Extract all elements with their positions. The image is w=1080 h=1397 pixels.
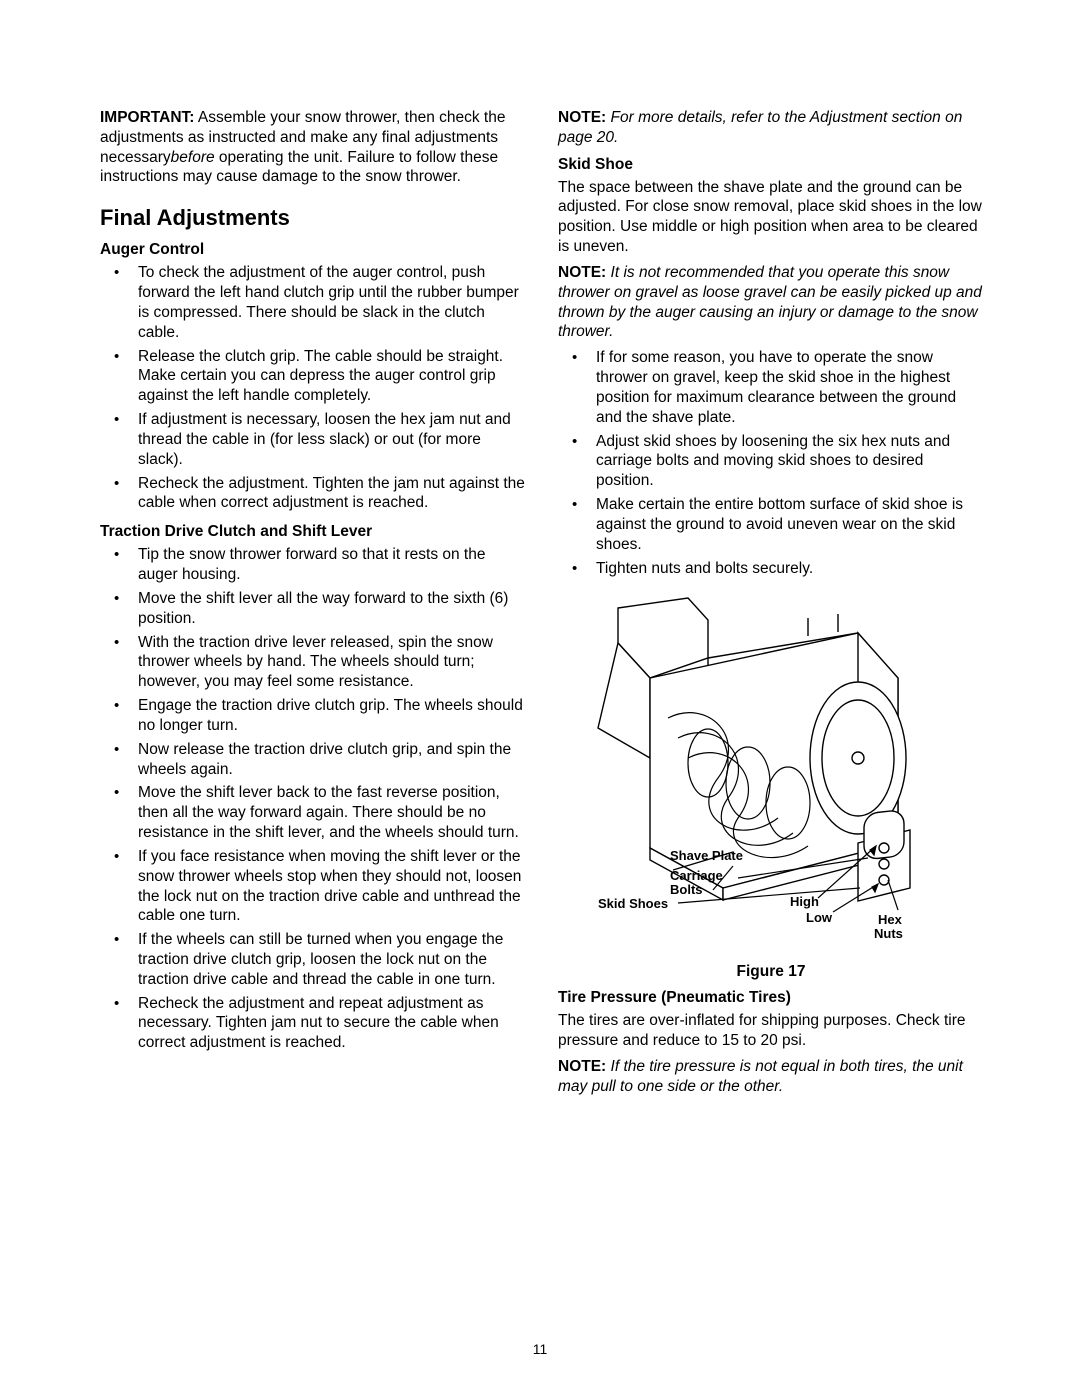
section-title-final-adjustments: Final Adjustments	[100, 205, 526, 231]
list-item: With the traction drive lever released, …	[100, 633, 526, 692]
list-item: Recheck the adjustment. Tighten the jam …	[100, 474, 526, 514]
note-text: It is not recommended that you operate t…	[558, 264, 982, 340]
skid-shoe-paragraph: The space between the shave plate and th…	[558, 178, 984, 257]
traction-drive-list: Tip the snow thrower forward so that it …	[100, 545, 526, 1053]
list-item: Now release the traction drive clutch gr…	[100, 740, 526, 780]
figure-17: Shave Plate Carriage Bolts Skid Shoes Hi…	[558, 588, 984, 953]
note-gravel: NOTE: It is not recommended that you ope…	[558, 263, 984, 342]
list-item: Tip the snow thrower forward so that it …	[100, 545, 526, 585]
right-column: NOTE: For more details, refer to the Adj…	[558, 108, 984, 1103]
list-item: Move the shift lever back to the fast re…	[100, 783, 526, 842]
important-paragraph: IMPORTANT: Assemble your snow thrower, t…	[100, 108, 526, 187]
figure-caption: Figure 17	[558, 963, 984, 981]
note-label: NOTE:	[558, 109, 606, 126]
list-item: Tighten nuts and bolts securely.	[558, 559, 984, 579]
list-item: Make certain the entire bottom surface o…	[558, 495, 984, 554]
note-text: If the tire pressure is not equal in bot…	[558, 1058, 963, 1095]
note-text: For more details, refer to the Adjustmen…	[558, 109, 962, 146]
auger-control-list: To check the adjustment of the auger con…	[100, 263, 526, 513]
note-label: NOTE:	[558, 1058, 606, 1075]
list-item: To check the adjustment of the auger con…	[100, 263, 526, 342]
left-column: IMPORTANT: Assemble your snow thrower, t…	[100, 108, 526, 1103]
subhead-traction-drive: Traction Drive Clutch and Shift Lever	[100, 523, 526, 541]
note-label: NOTE:	[558, 264, 606, 281]
list-item: If for some reason, you have to operate …	[558, 348, 984, 427]
page-number: 11	[0, 1341, 1080, 1357]
subhead-auger-control: Auger Control	[100, 241, 526, 259]
label-skid-shoes: Skid Shoes	[598, 896, 668, 911]
snow-thrower-diagram: Shave Plate Carriage Bolts Skid Shoes Hi…	[558, 588, 938, 948]
list-item: Release the clutch grip. The cable shoul…	[100, 347, 526, 406]
list-item: Move the shift lever all the way forward…	[100, 589, 526, 629]
label-bolts: Bolts	[670, 882, 703, 897]
list-item: Adjust skid shoes by loosening the six h…	[558, 432, 984, 491]
list-item: If adjustment is necessary, loosen the h…	[100, 410, 526, 469]
note-tire-pressure: NOTE: If the tire pressure is not equal …	[558, 1057, 984, 1097]
important-label: IMPORTANT:	[100, 109, 194, 126]
label-nuts: Nuts	[874, 926, 903, 941]
subhead-tire-pressure: Tire Pressure (Pneumatic Tires)	[558, 989, 984, 1007]
subhead-skid-shoe: Skid Shoe	[558, 156, 984, 174]
label-shave-plate: Shave Plate	[670, 848, 743, 863]
label-hex: Hex	[878, 912, 903, 927]
manual-page: IMPORTANT: Assemble your snow thrower, t…	[0, 0, 1080, 1397]
note-adjustment-section: NOTE: For more details, refer to the Adj…	[558, 108, 984, 148]
list-item: If the wheels can still be turned when y…	[100, 930, 526, 989]
label-low: Low	[806, 910, 833, 925]
two-column-layout: IMPORTANT: Assemble your snow thrower, t…	[100, 108, 984, 1103]
skid-shoe-list: If for some reason, you have to operate …	[558, 348, 984, 578]
tire-pressure-paragraph: The tires are over-inflated for shipping…	[558, 1011, 984, 1051]
label-high: High	[790, 894, 819, 909]
list-item: If you face resistance when moving the s…	[100, 847, 526, 926]
label-carriage: Carriage	[670, 868, 723, 883]
list-item: Engage the traction drive clutch grip. T…	[100, 696, 526, 736]
list-item: Recheck the adjustment and repeat adjust…	[100, 994, 526, 1053]
important-before: before	[171, 149, 215, 166]
